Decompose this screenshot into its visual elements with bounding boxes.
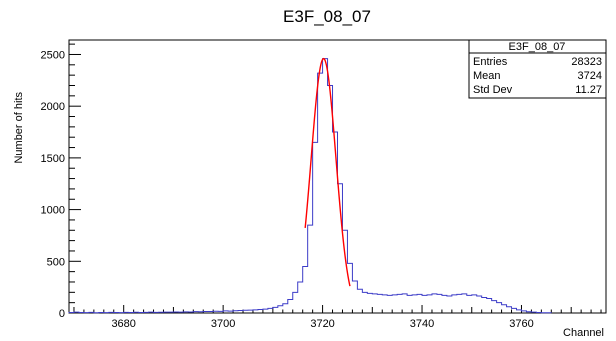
y-tick-label: 2500 [41, 49, 65, 61]
x-tick-label: 3760 [509, 318, 533, 330]
stats-box: E3F_08_07 Entries 28323 Mean 3724 Std De… [468, 39, 607, 99]
histogram-series [68, 58, 552, 314]
x-tick-label: 3720 [310, 318, 334, 330]
x-tick-label: 3680 [111, 318, 135, 330]
plot-frame [68, 39, 607, 314]
gaussian-fit-curve [304, 57, 351, 287]
stats-box-title: E3F_08_07 [509, 41, 566, 53]
y-tick-label: 2000 [41, 101, 65, 113]
stats-box-frame [468, 39, 607, 99]
x-tick-label: 3700 [211, 318, 235, 330]
x-axis-ticks: 3680 3700 3720 3740 3760 [73, 305, 602, 330]
stats-mean-label: Mean [473, 70, 501, 82]
y-tick-label: 0 [59, 308, 65, 320]
x-axis-label: Channel [563, 327, 604, 339]
y-tick-label: 1000 [41, 205, 65, 217]
y-axis-label: Number of hits [13, 92, 25, 164]
y-tick-label: 1500 [41, 153, 65, 165]
stats-mean-value: 3724 [578, 70, 602, 82]
plot-area: 3680 3700 3720 3740 3760 0 500 1000 1500 2000 250… [41, 39, 607, 330]
y-tick-label: 500 [47, 256, 65, 268]
stats-stddev-value: 11.27 [575, 84, 602, 96]
chart-title: E3F_08_07 [283, 7, 371, 26]
x-tick-label: 3740 [410, 318, 434, 330]
y-axis-ticks: 0 500 1000 1500 2000 2500 [41, 43, 81, 320]
stats-stddev-label: Std Dev [473, 84, 513, 96]
stats-entries-label: Entries [473, 56, 508, 68]
stats-entries-value: 28323 [571, 56, 602, 68]
